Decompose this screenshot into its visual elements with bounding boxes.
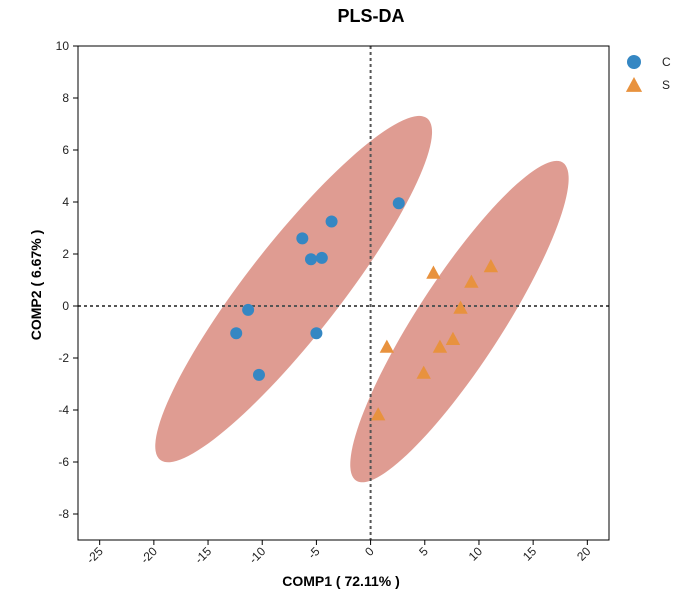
x-tick-label: -20 [138, 544, 160, 566]
point-C-8 [252, 368, 265, 381]
x-tick-label: 20 [574, 544, 594, 564]
point-C-3 [304, 253, 317, 266]
x-tick-label: 5 [416, 544, 431, 559]
legend-marker-C [627, 55, 641, 69]
x-tick-label: -25 [84, 544, 106, 566]
confidence-ellipses [155, 115, 569, 483]
point-C-1 [325, 215, 338, 228]
point-S-6 [432, 339, 448, 353]
point-C-5 [242, 303, 255, 316]
legend-marker-S [625, 77, 643, 92]
point-S-5 [445, 331, 461, 345]
ellipse-S [350, 160, 569, 483]
legend-label-C: C [662, 55, 671, 69]
y-tick-label: 10 [56, 39, 70, 53]
x-axis: -25 -20 -15 -10 -5 0 5 10 15 20 [84, 540, 594, 566]
point-C-0 [392, 197, 405, 210]
reference-lines [78, 46, 609, 540]
legend: CS [625, 55, 671, 92]
chart-title: PLS-DA [338, 6, 405, 26]
y-tick-label: -6 [58, 455, 69, 469]
x-tick-label: -10 [246, 544, 268, 566]
x-tick-label: 0 [362, 544, 377, 559]
point-S-3 [453, 300, 468, 314]
ellipse-C [155, 115, 433, 463]
point-S-4 [379, 339, 395, 353]
point-S-7 [416, 365, 431, 379]
point-S-0 [426, 265, 441, 279]
y-axis: -8 -6 -4 -2 0 2 4 6 8 10 [56, 39, 78, 521]
y-tick-label: 6 [62, 143, 69, 157]
legend-label-S: S [662, 78, 670, 92]
data-points [230, 197, 499, 421]
point-C-4 [315, 251, 328, 264]
y-tick-label: -4 [58, 403, 69, 417]
point-C-2 [296, 232, 309, 245]
y-tick-label: 0 [62, 299, 69, 313]
x-tick-label: -15 [192, 544, 214, 566]
y-tick-label: -2 [58, 351, 69, 365]
y-axis-title: COMP2 ( 6.67% ) [28, 230, 44, 340]
y-tick-label: 2 [62, 247, 69, 261]
point-S-1 [483, 259, 499, 273]
x-axis-title: COMP1 ( 72.11% ) [282, 573, 400, 589]
x-tick-label: 10 [466, 544, 486, 564]
y-tick-label: 8 [62, 91, 69, 105]
point-C-7 [310, 327, 323, 340]
plot-frame [77, 45, 610, 541]
point-S-2 [464, 274, 479, 288]
x-tick-label: 15 [520, 544, 540, 564]
x-tick-label: -5 [305, 544, 323, 562]
y-tick-label: 4 [62, 195, 69, 209]
y-tick-label: -8 [58, 507, 69, 521]
point-C-6 [230, 327, 243, 340]
point-S-8 [370, 407, 386, 421]
